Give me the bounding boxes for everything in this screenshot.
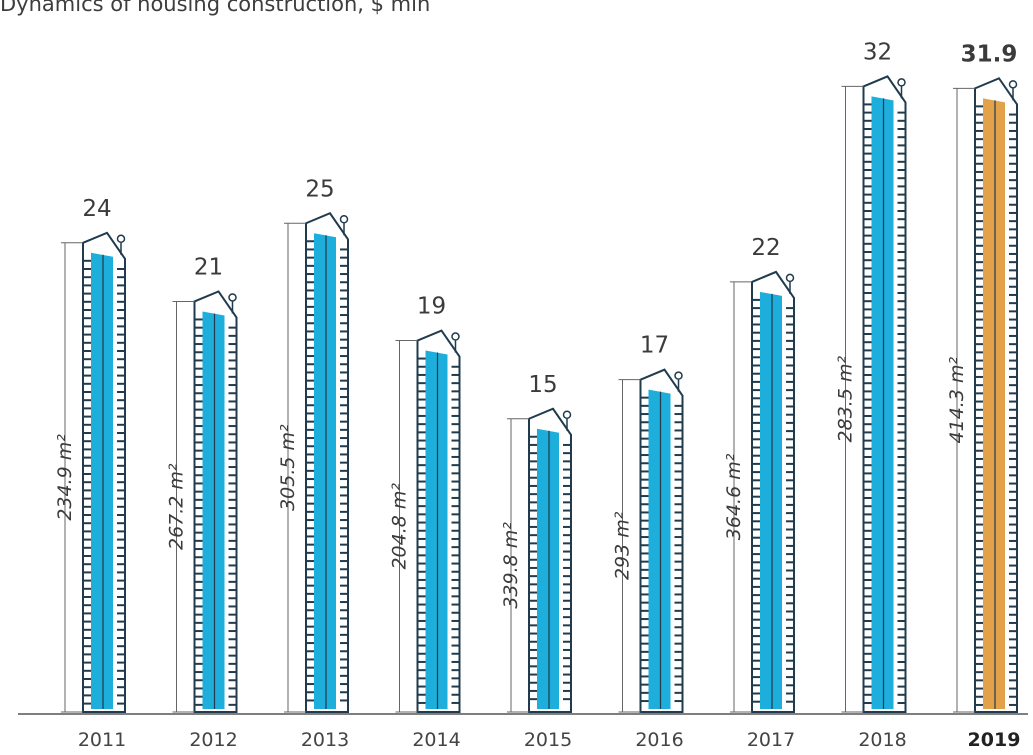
- area-label-2017: 364.6 m²: [723, 453, 745, 540]
- year-label-2011: 2011: [78, 729, 126, 751]
- bar-2013: [284, 212, 349, 713]
- antenna-tip: [897, 78, 906, 87]
- antenna-tip: [451, 332, 460, 341]
- year-label-2019: 2019: [968, 729, 1021, 751]
- value-label-2014: 19: [417, 294, 446, 320]
- antenna-tip: [116, 234, 126, 244]
- value-label-2018: 32: [863, 39, 892, 65]
- year-label-2016: 2016: [635, 729, 683, 751]
- year-label-2013: 2013: [301, 729, 349, 751]
- bar-2011: [61, 231, 126, 713]
- chart-title: Dynamics of housing construction, $ mln: [0, 0, 431, 16]
- year-label-2017: 2017: [747, 729, 795, 751]
- area-label-2018: 283.5 m²: [835, 356, 857, 443]
- bar-2017: [730, 270, 795, 713]
- bar-fill: [91, 252, 113, 710]
- antenna-tip: [562, 410, 572, 419]
- antenna-tip: [1008, 80, 1018, 89]
- value-label-2011: 24: [82, 196, 111, 222]
- antenna-tip: [674, 371, 683, 380]
- area-label-2011: 234.9 m²: [54, 434, 76, 521]
- bar-2012: [172, 290, 238, 713]
- year-label-2014: 2014: [412, 729, 460, 751]
- year-label-2015: 2015: [524, 729, 572, 751]
- bar-2015: [507, 407, 572, 713]
- area-label-2012: 267.2 m²: [166, 463, 188, 550]
- area-label-2016: 293 m²: [612, 511, 634, 580]
- bar-fill: [537, 428, 559, 709]
- bar-fill: [425, 350, 448, 709]
- bar-fill: [760, 291, 782, 709]
- bar-fill: [983, 98, 1005, 710]
- antenna-tip: [339, 215, 349, 224]
- value-label-2015: 15: [528, 372, 557, 398]
- area-label-2013: 305.5 m²: [277, 424, 299, 511]
- antenna-tip: [228, 293, 237, 302]
- bar-2019: [953, 77, 1018, 713]
- bar-fill: [871, 96, 894, 709]
- value-label-2019: 31.9: [961, 41, 1018, 67]
- area-label-2015: 339.8 m²: [500, 522, 522, 609]
- bar-fill: [648, 389, 671, 709]
- value-label-2012: 21: [194, 254, 223, 280]
- year-label-2018: 2018: [858, 729, 906, 751]
- bar-fill: [202, 311, 225, 709]
- value-label-2017: 22: [751, 235, 780, 261]
- value-label-2013: 25: [305, 176, 334, 202]
- year-label-2012: 2012: [189, 729, 237, 751]
- area-label-2014: 204.8 m²: [389, 483, 411, 570]
- bar-fill: [314, 233, 336, 709]
- bar-2014: [395, 329, 461, 713]
- area-label-2019: 414.3 m²: [946, 357, 968, 444]
- bar-2018: [841, 75, 907, 713]
- antenna-tip: [785, 273, 795, 283]
- bar-2016: [618, 368, 684, 713]
- value-label-2016: 17: [640, 333, 669, 359]
